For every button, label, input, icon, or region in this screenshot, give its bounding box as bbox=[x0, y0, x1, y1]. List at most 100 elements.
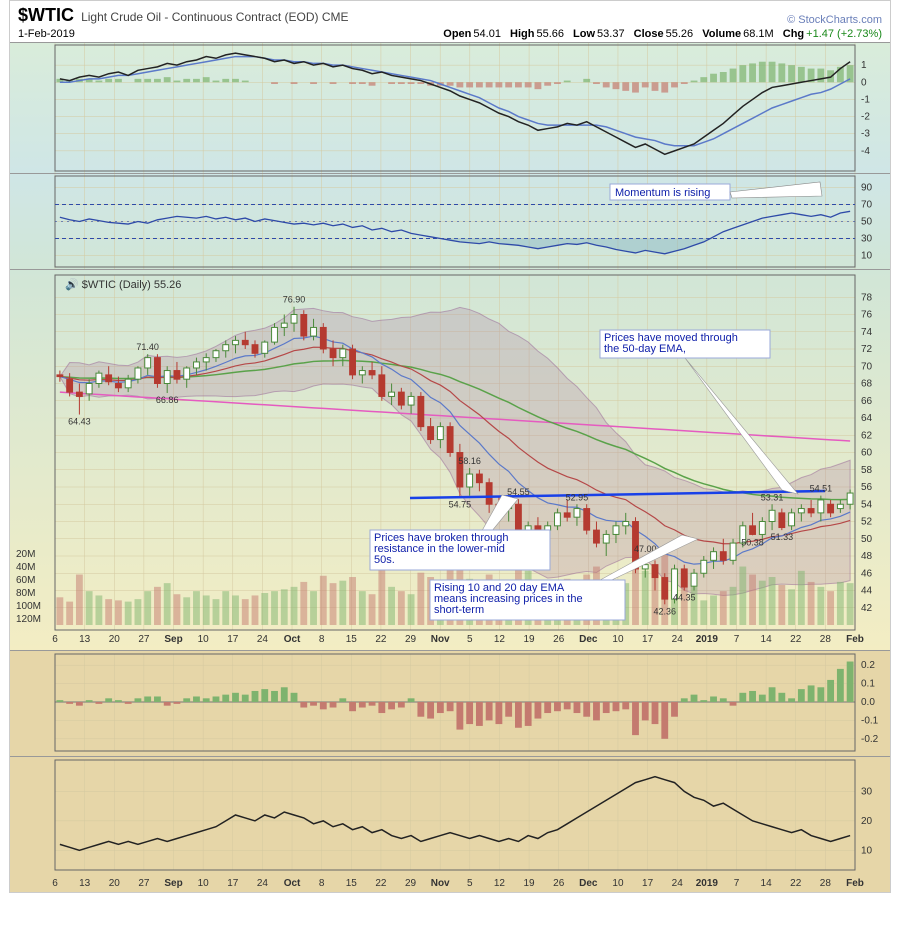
svg-text:-2: -2 bbox=[861, 112, 870, 123]
svg-text:2019: 2019 bbox=[696, 634, 719, 645]
svg-text:10: 10 bbox=[612, 634, 624, 645]
svg-text:80M: 80M bbox=[16, 588, 35, 599]
svg-text:6: 6 bbox=[52, 634, 58, 645]
header-left: $WTIC Light Crude Oil - Continuous Contr… bbox=[18, 5, 349, 26]
svg-text:12: 12 bbox=[494, 878, 506, 889]
high-label: High bbox=[510, 28, 534, 40]
svg-text:20: 20 bbox=[861, 816, 873, 827]
ohlc-values: Open54.01 High55.66 Low53.37 Close55.26 … bbox=[437, 28, 882, 40]
svg-text:Sep: Sep bbox=[164, 878, 182, 889]
svg-text:68: 68 bbox=[861, 379, 873, 390]
svg-text:42: 42 bbox=[861, 603, 873, 614]
svg-text:28: 28 bbox=[820, 878, 832, 889]
svg-text:60: 60 bbox=[861, 448, 873, 459]
svg-text:54.75: 54.75 bbox=[449, 499, 472, 509]
svg-text:14: 14 bbox=[761, 878, 773, 889]
rsi-panel: 9070503010Momentum is rising bbox=[10, 173, 890, 269]
price-panel: 7876747270686664626058565452504846444212… bbox=[10, 269, 890, 650]
svg-text:Momentum is rising: Momentum is rising bbox=[615, 187, 710, 199]
svg-text:0.1: 0.1 bbox=[861, 679, 875, 690]
svg-text:71.40: 71.40 bbox=[136, 342, 159, 352]
svg-text:22: 22 bbox=[375, 878, 387, 889]
svg-text:52.95: 52.95 bbox=[566, 492, 589, 502]
svg-text:51.33: 51.33 bbox=[771, 532, 794, 542]
svg-text:17: 17 bbox=[227, 878, 239, 889]
svg-text:22: 22 bbox=[375, 634, 387, 645]
svg-text:27: 27 bbox=[138, 878, 150, 889]
svg-text:50s.: 50s. bbox=[374, 554, 395, 566]
svg-text:70: 70 bbox=[861, 361, 873, 372]
svg-text:70: 70 bbox=[861, 200, 873, 211]
svg-text:-0.1: -0.1 bbox=[861, 715, 879, 726]
svg-text:50: 50 bbox=[861, 217, 873, 228]
chart-container: $WTIC Light Crude Oil - Continuous Contr… bbox=[9, 0, 891, 893]
svg-text:10: 10 bbox=[861, 251, 873, 262]
open-value: 54.01 bbox=[473, 28, 501, 40]
header-row: $WTIC Light Crude Oil - Continuous Contr… bbox=[10, 1, 890, 28]
svg-text:17: 17 bbox=[227, 634, 239, 645]
svg-text:the 50-day EMA,: the 50-day EMA, bbox=[604, 343, 686, 355]
svg-text:17: 17 bbox=[642, 878, 654, 889]
svg-text:54.55: 54.55 bbox=[507, 487, 530, 497]
svg-text:66.86: 66.86 bbox=[156, 395, 179, 405]
svg-text:10: 10 bbox=[861, 845, 873, 856]
svg-text:-1: -1 bbox=[861, 94, 870, 105]
svg-text:20: 20 bbox=[109, 878, 121, 889]
svg-text:22: 22 bbox=[790, 878, 802, 889]
svg-text:20M: 20M bbox=[16, 549, 35, 560]
svg-text:Dec: Dec bbox=[579, 634, 598, 645]
svg-text:19: 19 bbox=[524, 634, 536, 645]
close-value: 55.26 bbox=[666, 28, 694, 40]
attribution: © StockCharts.com bbox=[787, 14, 882, 26]
svg-text:Oct: Oct bbox=[284, 878, 301, 889]
svg-text:12: 12 bbox=[494, 634, 506, 645]
open-label: Open bbox=[443, 28, 471, 40]
svg-text:Oct: Oct bbox=[284, 634, 301, 645]
svg-text:29: 29 bbox=[405, 878, 417, 889]
svg-text:46: 46 bbox=[861, 568, 873, 579]
ohlc-row: 1-Feb-2019 Open54.01 High55.66 Low53.37 … bbox=[10, 28, 890, 42]
svg-text:66: 66 bbox=[861, 396, 873, 407]
svg-text:54: 54 bbox=[861, 499, 873, 510]
svg-text:17: 17 bbox=[642, 634, 654, 645]
svg-text:28: 28 bbox=[820, 634, 832, 645]
low-label: Low bbox=[573, 28, 595, 40]
svg-text:30: 30 bbox=[861, 786, 873, 797]
svg-text:14: 14 bbox=[761, 634, 773, 645]
macd-panel: 10-1-2-3-4 bbox=[10, 42, 890, 173]
svg-text:7: 7 bbox=[734, 634, 740, 645]
svg-text:27: 27 bbox=[138, 634, 150, 645]
svg-text:🔊 $WTIC (Daily) 55.26: 🔊 $WTIC (Daily) 55.26 bbox=[65, 277, 181, 291]
svg-text:24: 24 bbox=[672, 878, 684, 889]
svg-text:78: 78 bbox=[861, 292, 873, 303]
svg-text:62: 62 bbox=[861, 430, 873, 441]
svg-text:26: 26 bbox=[553, 634, 565, 645]
svg-text:26: 26 bbox=[553, 878, 565, 889]
svg-text:19: 19 bbox=[524, 878, 536, 889]
svg-text:0: 0 bbox=[861, 77, 867, 88]
svg-text:20: 20 bbox=[109, 634, 121, 645]
svg-text:24: 24 bbox=[257, 634, 269, 645]
ticker-symbol: $WTIC bbox=[18, 5, 74, 25]
svg-text:short-term: short-term bbox=[434, 604, 484, 616]
svg-text:30: 30 bbox=[861, 234, 873, 245]
chart-date: 1-Feb-2019 bbox=[18, 28, 75, 40]
svg-text:Nov: Nov bbox=[431, 878, 450, 889]
svg-text:44.35: 44.35 bbox=[673, 593, 696, 603]
svg-text:100M: 100M bbox=[16, 601, 41, 612]
svg-text:72: 72 bbox=[861, 344, 873, 355]
svg-text:44: 44 bbox=[861, 586, 873, 597]
close-label: Close bbox=[634, 28, 664, 40]
svg-text:50.38: 50.38 bbox=[741, 537, 764, 547]
svg-text:56: 56 bbox=[861, 482, 873, 493]
high-value: 55.66 bbox=[536, 28, 564, 40]
svg-text:120M: 120M bbox=[16, 614, 41, 625]
svg-text:76.90: 76.90 bbox=[283, 295, 306, 305]
low-value: 53.37 bbox=[597, 28, 625, 40]
svg-text:Nov: Nov bbox=[431, 634, 450, 645]
svg-text:54.51: 54.51 bbox=[810, 484, 833, 494]
svg-text:8: 8 bbox=[319, 878, 325, 889]
svg-text:8: 8 bbox=[319, 634, 325, 645]
svg-text:22: 22 bbox=[790, 634, 802, 645]
svg-text:13: 13 bbox=[79, 878, 91, 889]
